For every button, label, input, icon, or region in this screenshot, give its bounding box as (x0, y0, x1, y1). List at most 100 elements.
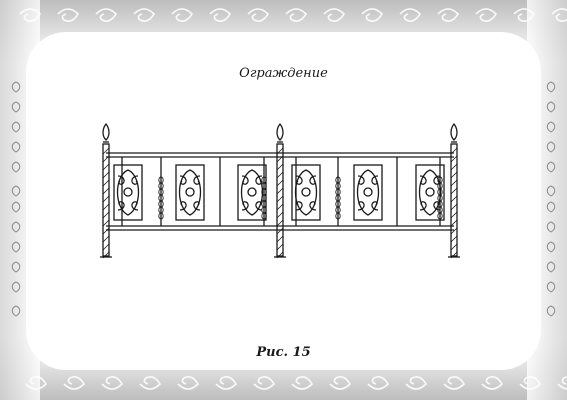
panel-frame (415, 164, 445, 221)
flourish (551, 8, 567, 22)
panel-frame (291, 164, 321, 221)
post-twist (276, 171, 284, 179)
post-twist (102, 211, 110, 219)
scroll-curl (193, 175, 201, 185)
side-flourish (11, 161, 21, 173)
flourish (63, 376, 86, 390)
panel-center (247, 187, 257, 197)
fence-post (276, 143, 284, 257)
panel-frame (353, 164, 383, 221)
side-flourish (11, 281, 21, 293)
post-twist (276, 195, 284, 203)
post-twist (450, 155, 458, 163)
panel-frame (175, 164, 205, 221)
post-twist (102, 235, 110, 243)
ornamental-panel (291, 164, 321, 221)
flourish (57, 8, 80, 22)
post-finial (276, 122, 284, 141)
side-flourish (546, 161, 556, 173)
post-twist (102, 203, 110, 211)
post-twist (102, 227, 110, 235)
scroll-curl (371, 175, 379, 185)
flourish (405, 376, 428, 390)
post-twist (450, 179, 458, 187)
scroll-curl (193, 201, 201, 211)
post-twist (450, 171, 458, 179)
flourish (557, 376, 567, 390)
scroll-curl (131, 175, 139, 185)
figure-caption: Рис. 15 (256, 345, 311, 360)
post-finial (102, 122, 110, 141)
flourish (475, 8, 498, 22)
fence-post (450, 143, 458, 257)
side-flourish (546, 221, 556, 233)
scroll-curl (309, 175, 317, 185)
flourish (399, 8, 422, 22)
post-twist (276, 187, 284, 195)
scroll-curl (357, 201, 365, 211)
post-twist (450, 235, 458, 243)
flourish (139, 376, 162, 390)
side-flourish (11, 121, 21, 133)
post-twist (450, 195, 458, 203)
scroll-curl (419, 201, 427, 211)
side-flourish (546, 281, 556, 293)
side-flourish (546, 101, 556, 113)
scroll-curl (241, 201, 249, 211)
scroll-curl (117, 175, 125, 185)
side-flourish (11, 221, 21, 233)
post-finial (450, 122, 458, 141)
flourish (291, 376, 314, 390)
scroll-curl (371, 201, 379, 211)
side-flourish (546, 261, 556, 273)
side-flourish (11, 261, 21, 273)
post-twist (276, 227, 284, 235)
scroll-curl (433, 175, 441, 185)
post-twist (450, 227, 458, 235)
post-twist (102, 243, 110, 251)
post-twist (450, 163, 458, 171)
ornamental-panel (237, 164, 267, 221)
side-flourish (11, 201, 21, 213)
panel-center (123, 187, 133, 197)
flourish (253, 376, 276, 390)
post-twist (276, 235, 284, 243)
flourish (323, 8, 346, 22)
fence-post (102, 143, 110, 257)
scroll-curl (255, 175, 263, 185)
side-flourish (11, 101, 21, 113)
side-flourish (11, 81, 21, 93)
panel-frame (113, 164, 143, 221)
post-twist (102, 163, 110, 171)
scroll-curl (295, 175, 303, 185)
flourish (101, 376, 124, 390)
flourish (25, 376, 48, 390)
side-flourish (546, 305, 556, 317)
scroll-curl (295, 201, 303, 211)
scroll-curl (179, 201, 187, 211)
scroll-curl (241, 175, 249, 185)
twisted-bar-detail (158, 212, 164, 220)
ornamental-panel (175, 164, 205, 221)
flourish (171, 8, 194, 22)
post-twist (102, 147, 110, 155)
post-twist (276, 179, 284, 187)
flourish (285, 8, 308, 22)
flourish (437, 8, 460, 22)
drawing-title: Ограждение (239, 66, 328, 81)
panel-center (185, 187, 195, 197)
flourish (247, 8, 270, 22)
wrought-iron-fence-drawing (100, 122, 460, 259)
panel-center (363, 187, 373, 197)
side-flourish (11, 141, 21, 153)
scroll-curl (433, 201, 441, 211)
flourish (367, 376, 390, 390)
ornamental-panel (415, 164, 445, 221)
post-twist (450, 243, 458, 251)
post-twist (102, 219, 110, 227)
flourish (519, 376, 542, 390)
post-twist (276, 211, 284, 219)
post-twist (276, 203, 284, 211)
post-twist (276, 147, 284, 155)
